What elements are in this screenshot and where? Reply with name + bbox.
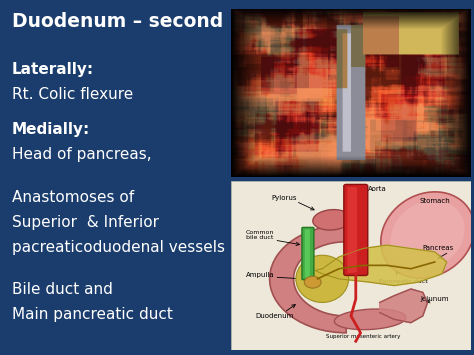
Wedge shape <box>270 225 353 333</box>
Text: Anastomoses of: Anastomoses of <box>12 190 134 205</box>
Text: Medially:: Medially: <box>12 122 90 137</box>
Ellipse shape <box>296 255 348 302</box>
Text: pacreaticoduodenal vessels: pacreaticoduodenal vessels <box>12 240 225 255</box>
Text: Ampulla: Ampulla <box>246 273 274 278</box>
Text: Superior mesenteric artery: Superior mesenteric artery <box>326 334 400 339</box>
Text: Bile duct and: Bile duct and <box>12 282 113 297</box>
Polygon shape <box>380 289 428 323</box>
Text: Main pancreatic duct: Main pancreatic duct <box>12 307 173 322</box>
Text: Common
bile duct: Common bile duct <box>246 230 274 240</box>
Ellipse shape <box>381 192 474 278</box>
Ellipse shape <box>334 309 406 330</box>
Text: Head of pancreas,: Head of pancreas, <box>12 147 152 162</box>
FancyBboxPatch shape <box>347 187 357 273</box>
Text: Aorta: Aorta <box>368 186 386 192</box>
FancyBboxPatch shape <box>344 185 368 275</box>
Ellipse shape <box>391 200 465 270</box>
Ellipse shape <box>313 209 351 230</box>
FancyBboxPatch shape <box>305 229 310 278</box>
FancyBboxPatch shape <box>231 181 471 350</box>
Polygon shape <box>315 245 447 285</box>
Text: Pylorus: Pylorus <box>271 195 297 201</box>
Text: Superior  & Inferior: Superior & Inferior <box>12 215 159 230</box>
Circle shape <box>304 276 321 288</box>
Text: Jejunum: Jejunum <box>420 296 449 302</box>
Text: Pancreas: Pancreas <box>423 246 454 251</box>
Text: Stomach: Stomach <box>419 198 450 204</box>
Text: Duodenum – second part: Duodenum – second part <box>12 12 274 32</box>
Text: Laterally:: Laterally: <box>12 62 94 77</box>
Text: Rt. Colic flexure: Rt. Colic flexure <box>12 87 133 102</box>
Text: Pancreatic duct: Pancreatic duct <box>379 279 428 284</box>
Text: Duodenum: Duodenum <box>255 313 293 319</box>
FancyBboxPatch shape <box>302 228 314 280</box>
